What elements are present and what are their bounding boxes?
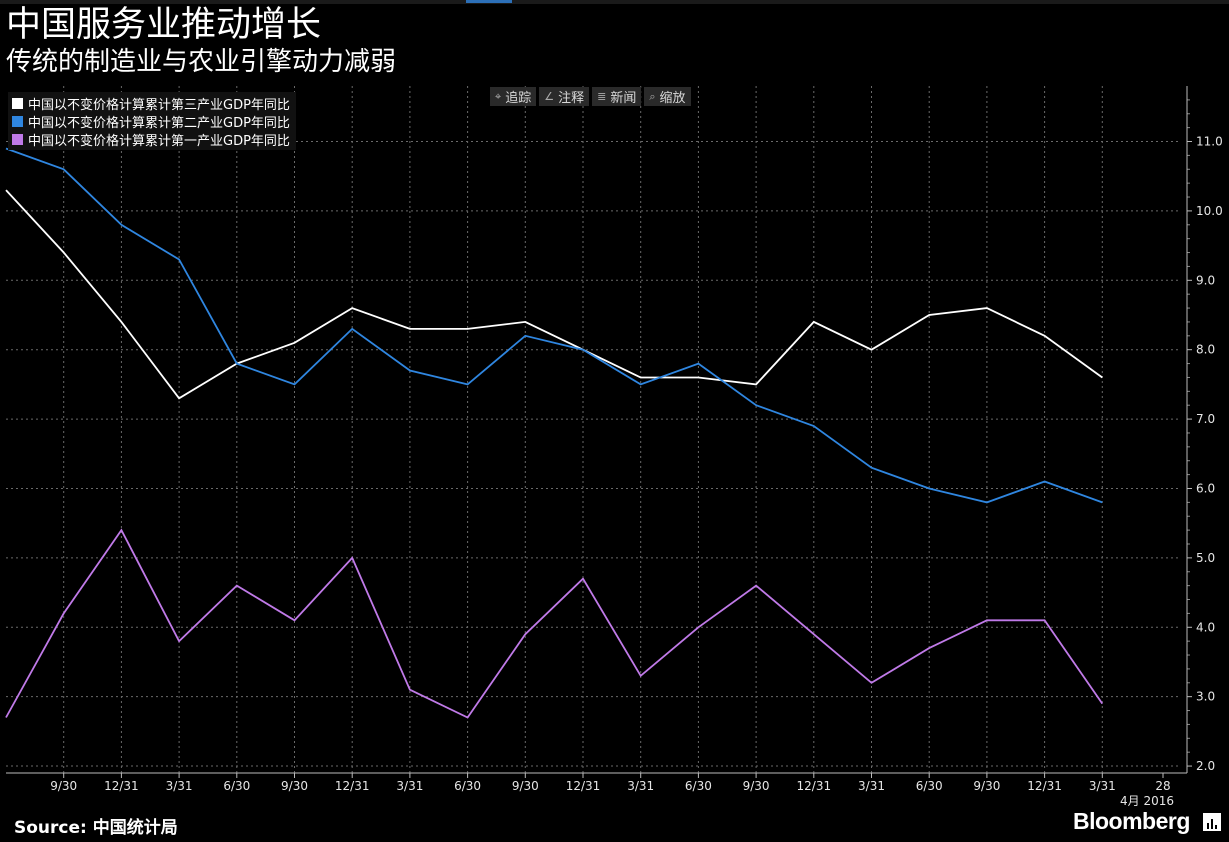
x-tick-label: 3/31: [858, 779, 885, 793]
chart-legend: 中国以不变价格计算累计第三产业GDP年同比 中国以不变价格计算累计第二产业GDP…: [8, 92, 296, 150]
x-tick-label: 9/30: [973, 779, 1000, 793]
x-tick-label: 9/30: [743, 779, 770, 793]
legend-item-primary[interactable]: 中国以不变价格计算累计第一产业GDP年同比: [12, 130, 290, 149]
legend-swatch: [12, 133, 23, 145]
top-accent-bar: [0, 0, 1229, 4]
x-tick-label: 9/30: [50, 779, 77, 793]
y-tick-label: 10.0: [1196, 204, 1223, 218]
y-tick-label: 6.0: [1196, 481, 1215, 495]
x-tick-label: 3/31: [396, 779, 423, 793]
x-tick-label: 6/30: [916, 779, 943, 793]
zoom-button[interactable]: ⌕ 缩放: [644, 87, 691, 106]
track-label: 追踪: [505, 91, 532, 106]
x-tick-label: 9/30: [281, 779, 308, 793]
y-tick-label: 11.0: [1196, 135, 1223, 149]
track-button[interactable]: ⌖ 追踪: [490, 87, 537, 106]
x-tick-label: 3/31: [627, 779, 654, 793]
tick-labels: 2.0 3.0 4.0 5.0 6.0 7.0 8.0 9.0 10.0 11.0 9/30 12/3…: [50, 135, 1222, 808]
y-tick-label: 9.0: [1196, 273, 1215, 287]
x-tick-label: 12/31: [1027, 779, 1062, 793]
chart-title: 中国服务业推动增长: [6, 5, 322, 45]
x-sub-label: 4月 2016: [1120, 794, 1174, 808]
y-tick-label: 4.0: [1196, 620, 1215, 634]
top-accent-segment: [466, 0, 512, 3]
x-tick-label: 12/31: [797, 779, 832, 793]
annotate-label: 注释: [558, 91, 585, 106]
grid-lines: [6, 86, 1178, 773]
legend-label: 中国以不变价格计算累计第二产业GDP年同比: [28, 115, 290, 131]
chart-toolbar: ⌖ 追踪 ∠ 注释 ≣ 新闻 ⌕ 缩放: [490, 87, 691, 106]
y-tick-label: 7.0: [1196, 412, 1215, 426]
x-tick-label: 12/31: [566, 779, 601, 793]
x-tick-label: 3/31: [166, 779, 193, 793]
y-tick-label: 3.0: [1196, 690, 1215, 704]
x-tick-label: 12/31: [335, 779, 370, 793]
news-icon: ≣: [597, 90, 607, 103]
news-label: 新闻: [610, 91, 637, 106]
legend-label: 中国以不变价格计算累计第一产业GDP年同比: [28, 133, 290, 149]
zoom-label: 缩放: [659, 91, 686, 106]
pencil-icon: ∠: [544, 90, 555, 103]
bloomberg-logo: Bloomberg: [1073, 808, 1190, 834]
x-tick-label: 6/30: [223, 779, 250, 793]
magnifier-icon: ⌕: [649, 89, 656, 103]
x-tick-label: 28: [1155, 779, 1170, 793]
chart-axes: [6, 86, 1192, 778]
y-tick-label: 5.0: [1196, 551, 1215, 565]
legend-swatch: [12, 97, 23, 109]
series-line-secondary: [5, 147, 1103, 504]
x-tick-label: 3/31: [1089, 779, 1116, 793]
series-line-primary: [5, 528, 1104, 719]
legend-swatch: [12, 115, 23, 127]
bloomberg-terminal-icon: [1203, 813, 1221, 831]
x-tick-label: 6/30: [685, 779, 712, 793]
series-layer: [5, 147, 1104, 719]
source-note: Source: 中国统计局: [14, 818, 178, 838]
news-button[interactable]: ≣ 新闻: [592, 87, 642, 106]
x-tick-label: 12/31: [104, 779, 139, 793]
crosshair-icon: ⌖: [495, 89, 502, 103]
series-line-tertiary: [5, 189, 1103, 400]
y-tick-label: 8.0: [1196, 343, 1215, 357]
legend-item-tertiary[interactable]: 中国以不变价格计算累计第三产业GDP年同比: [12, 94, 290, 113]
y-tick-label: 2.0: [1196, 759, 1215, 773]
legend-item-secondary[interactable]: 中国以不变价格计算累计第二产业GDP年同比: [12, 112, 290, 131]
x-tick-label: 9/30: [512, 779, 539, 793]
x-tick-label: 6/30: [454, 779, 481, 793]
legend-label: 中国以不变价格计算累计第三产业GDP年同比: [28, 97, 290, 113]
chart-subtitle: 传统的制造业与农业引擎动力减弱: [6, 47, 397, 77]
annotate-button[interactable]: ∠ 注释: [539, 87, 590, 106]
